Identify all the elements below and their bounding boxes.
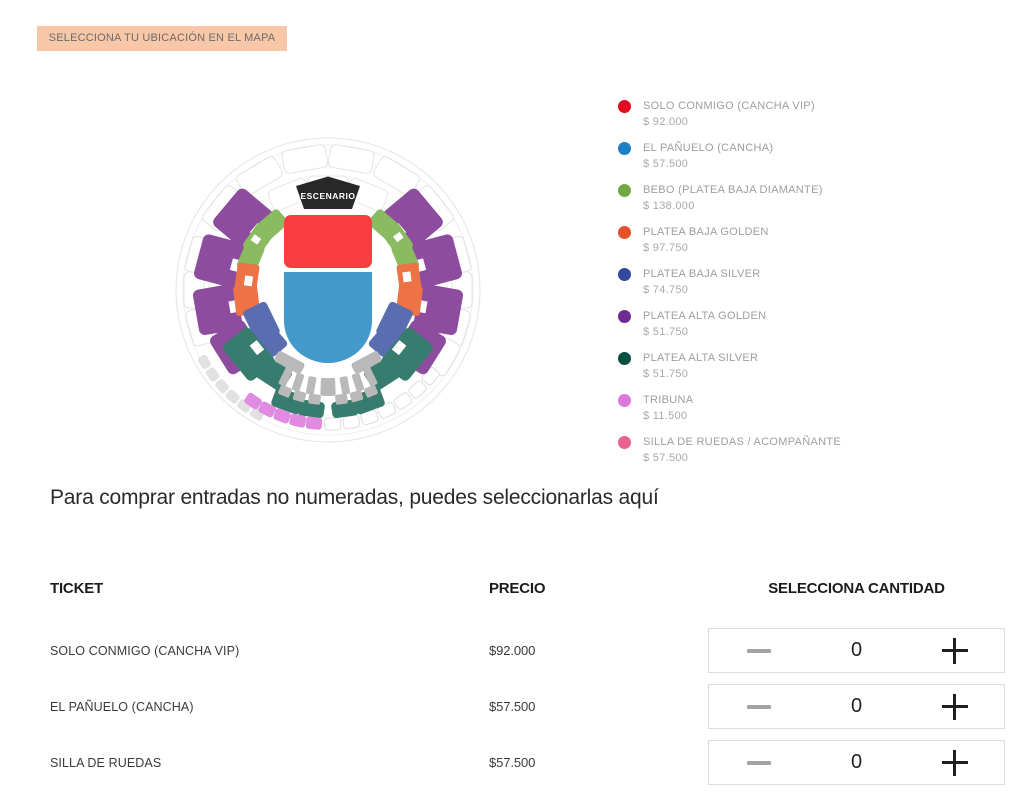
legend-item-name: SOLO CONMIGO (CANCHA VIP) xyxy=(643,100,815,112)
legend-item-name: PLATEA BAJA GOLDEN xyxy=(643,226,769,238)
ticket-table-header: TICKET PRECIO SELECCIONA CANTIDAD xyxy=(0,580,1029,600)
minus-icon xyxy=(746,760,771,765)
plus-icon xyxy=(941,693,968,720)
table-row: SILLA DE RUEDAS $57.500 0 xyxy=(0,740,1029,785)
legend-item: EL PAÑUELO (CANCHA) $ 57.500 xyxy=(618,141,1018,171)
legend-color-dot xyxy=(618,226,631,239)
legend-color-dot xyxy=(618,310,631,323)
minus-icon xyxy=(746,704,771,709)
legend-item: PLATEA BAJA GOLDEN $ 97.750 xyxy=(618,225,1018,255)
legend-item-price: $ 138.000 xyxy=(643,200,695,212)
legend-item-price: $ 97.750 xyxy=(643,242,689,254)
legend-item-name: PLATEA ALTA GOLDEN xyxy=(643,310,767,322)
legend-item-name: SILLA DE RUEDAS / ACOMPAÑANTE xyxy=(643,436,841,448)
legend-color-dot xyxy=(618,352,631,365)
legend-color-dot xyxy=(618,394,631,407)
table-row: SOLO CONMIGO (CANCHA VIP) $92.000 0 xyxy=(0,628,1029,673)
map-stage: ESCENARIO xyxy=(296,176,360,209)
decrease-quantity-button[interactable] xyxy=(709,629,808,672)
quantity-stepper: 0 xyxy=(708,684,1005,729)
legend-item-name: BEBO (PLATEA BAJA DIAMANTE) xyxy=(643,184,823,196)
quantity-stepper: 0 xyxy=(708,740,1005,785)
ticket-price: $57.500 xyxy=(489,755,536,770)
legend-item-name: EL PAÑUELO (CANCHA) xyxy=(643,142,774,154)
legend-item-name: PLATEA ALTA SILVER xyxy=(643,352,759,364)
quantity-value: 0 xyxy=(850,695,863,717)
legend-item-name: TRIBUNA xyxy=(643,394,694,406)
legend-item: BEBO (PLATEA BAJA DIAMANTE) $ 138.000 xyxy=(618,183,1018,213)
quantity-value: 0 xyxy=(850,751,863,773)
increase-quantity-button[interactable] xyxy=(905,685,1004,728)
legend-item: SOLO CONMIGO (CANCHA VIP) $ 92.000 xyxy=(618,99,1018,129)
map-section-cancha-vip[interactable] xyxy=(284,215,372,268)
plus-icon xyxy=(941,749,968,776)
legend-item: SILLA DE RUEDAS / ACOMPAÑANTE $ 57.500 xyxy=(618,435,1018,465)
legend-item-price: $ 74.750 xyxy=(643,284,689,296)
minus-icon xyxy=(746,648,771,653)
price-legend: SOLO CONMIGO (CANCHA VIP) $ 92.000 EL PA… xyxy=(618,99,1018,477)
legend-item: PLATEA ALTA GOLDEN $ 51.750 xyxy=(618,309,1018,339)
legend-item: TRIBUNA $ 11.500 xyxy=(618,393,1018,423)
legend-item-price: $ 11.500 xyxy=(643,410,688,422)
decrease-quantity-button[interactable] xyxy=(709,685,808,728)
column-header-ticket: TICKET xyxy=(50,580,103,597)
legend-item: PLATEA BAJA SILVER $ 74.750 xyxy=(618,267,1018,297)
legend-color-dot xyxy=(618,436,631,449)
stage-label: ESCENARIO xyxy=(300,191,355,201)
map-section-cancha[interactable] xyxy=(284,272,372,363)
legend-color-dot xyxy=(618,100,631,113)
legend-item-price: $ 57.500 xyxy=(643,452,689,464)
legend-color-dot xyxy=(618,268,631,281)
increase-quantity-button[interactable] xyxy=(905,741,1004,784)
ticket-name: EL PAÑUELO (CANCHA) xyxy=(50,699,194,714)
legend-item-price: $ 92.000 xyxy=(643,116,689,128)
section-heading: Para comprar entradas no numeradas, pued… xyxy=(50,486,659,509)
legend-item: PLATEA ALTA SILVER $ 51.750 xyxy=(618,351,1018,381)
legend-item-price: $ 51.750 xyxy=(643,368,689,380)
increase-quantity-button[interactable] xyxy=(905,629,1004,672)
legend-color-dot xyxy=(618,184,631,197)
map-section-tribuna[interactable] xyxy=(243,392,323,430)
legend-item-price: $ 57.500 xyxy=(643,158,689,170)
map-general-floor-blocks xyxy=(274,351,382,405)
ticket-name: SOLO CONMIGO (CANCHA VIP) xyxy=(50,643,240,658)
legend-color-dot xyxy=(618,142,631,155)
legend-item-price: $ 51.750 xyxy=(643,326,689,338)
ticket-price: $57.500 xyxy=(489,699,536,714)
map-section-platea-baja-silver[interactable] xyxy=(242,301,414,359)
plus-icon xyxy=(941,637,968,664)
quantity-stepper: 0 xyxy=(708,628,1005,673)
legend-item-name: PLATEA BAJA SILVER xyxy=(643,268,761,280)
select-location-on-map-button[interactable]: SELECCIONA TU UBICACIÓN EN EL MAPA xyxy=(37,26,287,51)
map-general-blocks xyxy=(197,354,440,431)
ticket-price: $92.000 xyxy=(489,643,536,658)
decrease-quantity-button[interactable] xyxy=(709,741,808,784)
column-header-price: PRECIO xyxy=(489,580,546,597)
venue-map[interactable]: ESCENARIO xyxy=(168,128,493,453)
table-row: EL PAÑUELO (CANCHA) $57.500 0 xyxy=(0,684,1029,729)
column-header-quantity: SELECCIONA CANTIDAD xyxy=(768,580,945,597)
quantity-value: 0 xyxy=(850,639,863,661)
ticket-name: SILLA DE RUEDAS xyxy=(50,755,162,770)
